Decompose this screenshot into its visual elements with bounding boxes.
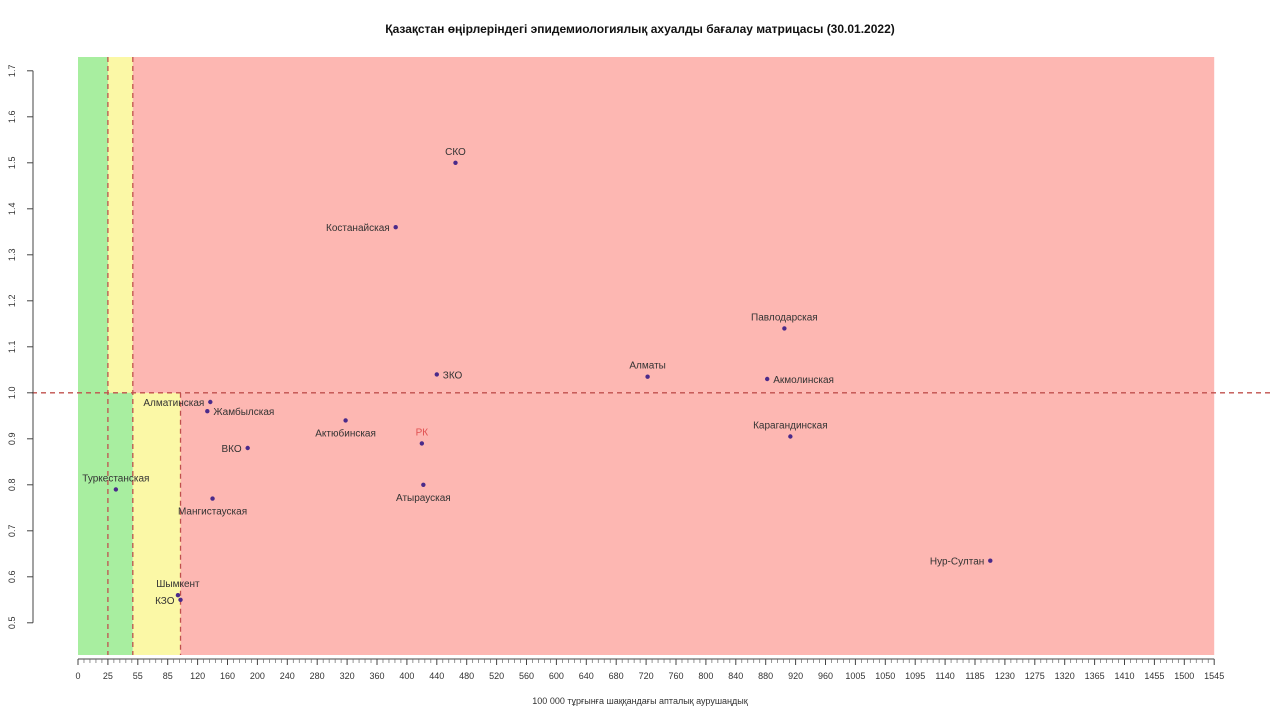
y-tick-label: 1.3 bbox=[7, 249, 17, 262]
y-tick-label: 1.2 bbox=[7, 295, 17, 308]
data-label: РК bbox=[416, 427, 429, 438]
data-label: Алматинская bbox=[143, 398, 204, 409]
data-label: Шымкент bbox=[156, 579, 200, 590]
x-tick-label: 200 bbox=[250, 671, 265, 681]
data-point bbox=[205, 409, 210, 414]
data-label: Костанайская bbox=[326, 223, 390, 234]
data-point bbox=[175, 593, 181, 598]
x-tick-label: 520 bbox=[489, 671, 504, 681]
x-tick-label: 1140 bbox=[935, 671, 954, 681]
data-point bbox=[434, 372, 439, 377]
data-point bbox=[421, 482, 426, 487]
data-point bbox=[178, 597, 183, 602]
x-tick-label: 760 bbox=[668, 671, 683, 681]
x-tick-label: 960 bbox=[818, 671, 833, 681]
x-tick-label: 120 bbox=[190, 671, 205, 681]
x-tick-label: 600 bbox=[549, 671, 564, 681]
y-tick-label: 1.4 bbox=[7, 203, 17, 216]
x-tick-label: 1545 bbox=[1204, 671, 1224, 681]
x-tick-label: 440 bbox=[429, 671, 444, 681]
y-tick-label: 0.8 bbox=[7, 479, 17, 492]
data-label: Карагандинская bbox=[753, 421, 828, 432]
x-tick-label: 840 bbox=[728, 671, 743, 681]
data-label: Актюбинская bbox=[315, 427, 376, 439]
x-tick-label: 0 bbox=[75, 671, 80, 681]
y-tick-label: 0.7 bbox=[7, 525, 17, 538]
x-tick-label: 1230 bbox=[995, 671, 1015, 681]
x-tick-label: 920 bbox=[788, 671, 803, 681]
data-point bbox=[113, 487, 119, 492]
data-point bbox=[788, 434, 793, 439]
data-point bbox=[208, 399, 213, 405]
data-point bbox=[764, 376, 770, 382]
data-label: Нур-Султан bbox=[930, 557, 984, 568]
data-point bbox=[988, 558, 993, 563]
x-tick-label: 1455 bbox=[1144, 671, 1164, 681]
data-label: Жамбылская bbox=[213, 406, 274, 418]
x-tick-label: 1095 bbox=[905, 671, 925, 681]
data-label: ЗКО bbox=[443, 370, 463, 381]
x-tick-label: 1275 bbox=[1025, 671, 1045, 681]
y-tick-label: 1.6 bbox=[7, 111, 17, 124]
y-tick-label: 0.9 bbox=[7, 433, 17, 446]
x-tick-label: 240 bbox=[280, 671, 295, 681]
x-tick-label: 160 bbox=[220, 671, 235, 681]
data-point bbox=[453, 160, 458, 165]
data-point bbox=[645, 374, 650, 379]
data-label: Мангистауская bbox=[178, 507, 247, 518]
data-label: Павлодарская bbox=[751, 312, 818, 323]
x-tick-label: 1320 bbox=[1055, 671, 1075, 681]
x-tick-label: 640 bbox=[579, 671, 594, 681]
chart-title: Қазақстан өңірлеріндегі эпидемиологиялық… bbox=[385, 22, 895, 36]
x-tick-label: 1365 bbox=[1085, 671, 1105, 681]
y-tick-label: 0.6 bbox=[7, 571, 17, 584]
x-tick-label: 55 bbox=[133, 671, 143, 681]
x-tick-label: 280 bbox=[310, 671, 325, 681]
y-tick-label: 0.5 bbox=[7, 617, 17, 630]
data-point bbox=[343, 418, 348, 423]
x-tick-label: 360 bbox=[369, 671, 384, 681]
x-tick-label: 1005 bbox=[845, 671, 865, 681]
data-label: Алматы bbox=[629, 361, 666, 372]
data-point bbox=[245, 445, 250, 451]
x-tick-label: 880 bbox=[758, 671, 773, 681]
zone-4 bbox=[180, 392, 1215, 655]
x-tick-label: 560 bbox=[519, 671, 534, 681]
x-axis-label: 100 000 тұрғынға шаққандағы апталық ауру… bbox=[532, 696, 748, 706]
x-tick-label: 800 bbox=[698, 671, 713, 681]
data-point bbox=[419, 441, 425, 446]
x-tick-label: 25 bbox=[103, 671, 113, 681]
x-tick-label: 85 bbox=[163, 671, 173, 681]
zone-3 bbox=[132, 57, 1215, 393]
data-point bbox=[782, 326, 787, 331]
zone-1 bbox=[107, 57, 133, 393]
x-tick-label: 720 bbox=[639, 671, 654, 681]
y-tick-label: 1.1 bbox=[7, 341, 17, 354]
data-label: КЗО bbox=[155, 596, 175, 607]
x-tick-label: 1410 bbox=[1114, 671, 1134, 681]
data-label: Атырауская bbox=[396, 493, 451, 504]
data-point bbox=[210, 496, 215, 501]
y-tick-label: 1.7 bbox=[7, 65, 17, 78]
x-tick-label: 480 bbox=[459, 671, 474, 681]
data-label: Акмолинская bbox=[773, 375, 834, 386]
zone-2 bbox=[132, 392, 181, 655]
data-point bbox=[393, 225, 398, 230]
data-label: ВКО bbox=[222, 444, 242, 455]
y-tick-label: 1.5 bbox=[7, 157, 17, 170]
x-tick-label: 680 bbox=[609, 671, 624, 681]
x-tick-label: 320 bbox=[340, 671, 355, 681]
x-tick-label: 1185 bbox=[965, 671, 984, 681]
data-label: Туркестанская bbox=[82, 473, 149, 484]
y-tick-label: 1.0 bbox=[7, 387, 17, 400]
x-tick-label: 1500 bbox=[1174, 671, 1194, 681]
x-tick-label: 400 bbox=[399, 671, 414, 681]
data-label: СКО bbox=[445, 147, 466, 158]
x-tick-label: 1050 bbox=[875, 671, 895, 681]
